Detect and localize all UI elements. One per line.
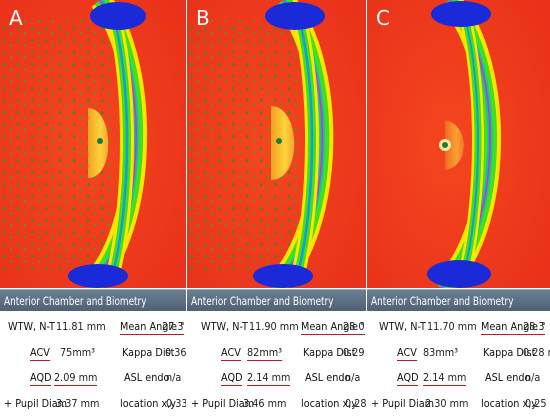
aqd-label: AQD [30, 371, 52, 386]
kappa-label: Kappa Dist [303, 346, 356, 359]
acv-label: ACV [397, 346, 417, 361]
location-value: 0.28 m [345, 397, 366, 410]
wtw-label: WTW, N-T [201, 320, 248, 333]
asl-label: ASL endo [485, 371, 531, 384]
kappa-value: 0.28 m [523, 346, 550, 359]
pupil-value: 3.46 mm [243, 397, 287, 410]
location-value: 0.25 m [525, 397, 550, 410]
panel-a: A Anterior Chamber and Biometry WTW, N-T… [0, 0, 186, 420]
location-label: location x,y [120, 397, 177, 410]
asl-label: ASL endo [124, 371, 170, 384]
mean-angle-value: 28.0 [343, 320, 365, 335]
acv-label: ACV [221, 346, 241, 361]
kappa-label: Kappa Dist [483, 346, 536, 359]
aqd-value: 2.14 mm [423, 371, 467, 386]
acv-value: 75mm³ [60, 346, 96, 359]
wtw-value: 11.81 mm [56, 320, 106, 333]
biometry-table-a: Anterior Chamber and Biometry WTW, N-T 1… [0, 289, 186, 420]
wtw-value: 11.70 mm [427, 320, 477, 333]
biometry-title: Anterior Chamber and Biometry [4, 294, 147, 308]
scheimpflug-scan-b: B [187, 0, 366, 288]
asl-label: ASL endo [305, 371, 351, 384]
aqd-value: 2.14 mm [247, 371, 291, 386]
row-pupil: + Pupil Diam 2.30 mm location x,y 0.25 m [367, 397, 550, 415]
mean-angle-label: Mean Angle [120, 320, 178, 335]
mean-angle-value: 28.3 [523, 320, 545, 335]
kappa-label: Kappa Dist [122, 346, 175, 359]
location-label: location x,y [481, 397, 538, 410]
pupil-label: + Pupil Diam [371, 397, 435, 410]
acv-value: 83mm³ [423, 346, 459, 359]
mean-angle-unit: ° [360, 320, 365, 333]
row-aqd: AQD 2.14 mm ASL endo n/a [187, 371, 366, 389]
biometry-header: Anterior Chamber and Biometry [367, 289, 550, 311]
biometry-table-b: Anterior Chamber and Biometry WTW, N-T 1… [187, 289, 366, 420]
row-aqd: AQD 2.09 mm ASL endo n/a [0, 371, 186, 389]
scan-image-b [187, 0, 366, 288]
scheimpflug-scan-c: C [367, 0, 550, 288]
scheimpflug-scan-a: A [0, 0, 186, 288]
wtw-label: WTW, N-T [379, 320, 426, 333]
pupil-value: 3.37 mm [56, 397, 100, 410]
row-acv: ACV 82mm³ Kappa Dist 0.29 m [187, 346, 366, 364]
mean-angle-label: Mean Angle [481, 320, 539, 335]
mean-angle-unit: ° [180, 320, 185, 333]
mean-angle-label: Mean Angle [301, 320, 359, 335]
scan-image-a [0, 0, 186, 288]
row-acv: ACV 75mm³ Kappa Dist 0.36 m [0, 346, 186, 364]
panel-label: C [376, 6, 391, 30]
location-value: 0.33 m [166, 397, 186, 410]
asl-value: n/a [525, 371, 541, 384]
biometry-header: Anterior Chamber and Biometry [0, 289, 186, 311]
mean-angle-value: 27.3 [162, 320, 184, 335]
row-wtw: WTW, N-T 11.70 mm Mean Angle 28.3 ° [367, 320, 550, 338]
kappa-value: 0.36 m [165, 346, 186, 359]
wtw-label: WTW, N-T [8, 320, 55, 333]
pupil-label: + Pupil Diam [4, 397, 68, 410]
panel-label: B [196, 6, 211, 30]
wtw-value: 11.90 mm [249, 320, 299, 333]
biometry-header: Anterior Chamber and Biometry [187, 289, 366, 311]
panel-b: B Anterior Chamber and Biometry WTW, N-T… [187, 0, 366, 420]
row-pupil: + Pupil Diam 3.46 mm location x,y 0.28 m [187, 397, 366, 415]
pupil-value: 2.30 mm [425, 397, 469, 410]
biometry-title: Anterior Chamber and Biometry [371, 294, 514, 308]
pupil-label: + Pupil Diam [191, 397, 255, 410]
row-aqd: AQD 2.14 mm ASL endo n/a [367, 371, 550, 389]
row-pupil: + Pupil Diam 3.37 mm location x,y 0.33 m [0, 397, 186, 415]
aqd-label: AQD [397, 371, 419, 386]
row-acv: ACV 83mm³ Kappa Dist 0.28 m [367, 346, 550, 364]
location-label: location x,y [301, 397, 358, 410]
biometry-title: Anterior Chamber and Biometry [191, 294, 334, 308]
row-wtw: WTW, N-T 11.81 mm Mean Angle 27.3 ° [0, 320, 186, 338]
acv-value: 82mm³ [247, 346, 283, 361]
scan-image-c [367, 0, 550, 288]
mean-angle-unit: ° [541, 320, 546, 333]
biometry-table-c: Anterior Chamber and Biometry WTW, N-T 1… [367, 289, 550, 420]
row-wtw: WTW, N-T 11.90 mm Mean Angle 28.0 ° [187, 320, 366, 338]
acv-label: ACV [30, 346, 50, 361]
aqd-value: 2.09 mm [54, 371, 98, 386]
aqd-label: AQD [221, 371, 243, 386]
kappa-value: 0.29 m [343, 346, 366, 359]
asl-value: n/a [166, 371, 182, 384]
asl-value: n/a [345, 371, 361, 384]
panel-c: C Anterior Chamber and Biometry WTW, N-T… [367, 0, 550, 420]
panel-label: A [9, 6, 24, 30]
